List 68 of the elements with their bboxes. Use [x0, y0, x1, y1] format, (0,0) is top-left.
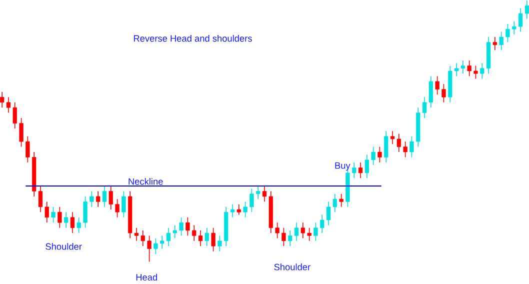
candlestick — [499, 31, 504, 50]
candlestick — [384, 130, 388, 163]
candlestick — [243, 201, 248, 218]
candlestick — [198, 230, 203, 247]
candlestick — [186, 216, 190, 236]
candlestick — [403, 141, 408, 158]
candlestick — [314, 222, 318, 242]
candlestick — [96, 190, 100, 208]
candlestick — [506, 24, 510, 43]
candlestick — [435, 76, 440, 95]
candlestick — [160, 235, 164, 250]
candlestick — [250, 188, 254, 213]
candlestick — [288, 230, 292, 247]
annotation: Buy — [335, 162, 350, 171]
candlestick — [211, 227, 216, 252]
candlestick — [518, 8, 523, 32]
candlestick — [320, 214, 324, 234]
candlestick — [262, 186, 267, 202]
candlestick — [70, 212, 75, 234]
candlestick — [12, 102, 17, 129]
candlestick — [371, 146, 376, 166]
candlestick — [122, 190, 126, 218]
candlestick — [410, 136, 414, 158]
candlestick — [90, 190, 94, 208]
candlestick — [467, 60, 472, 77]
candlestick — [236, 204, 241, 216]
candlestick — [256, 186, 260, 200]
candlestick — [512, 20, 516, 35]
candlestick — [358, 162, 363, 179]
candlestick — [51, 206, 56, 224]
candlestick — [179, 216, 184, 236]
candlestick — [230, 204, 235, 218]
candlestick — [108, 186, 113, 210]
candlestick — [282, 227, 286, 247]
candlestick — [378, 146, 382, 163]
candlestick — [339, 193, 344, 208]
candlestick — [140, 230, 145, 247]
candlestick — [275, 222, 280, 239]
candlestick — [480, 62, 484, 80]
candlestick — [83, 196, 88, 228]
candlestick — [307, 227, 312, 242]
candlestick — [154, 238, 158, 254]
candlestick — [102, 186, 107, 208]
candlestick — [166, 227, 171, 247]
candlestick — [204, 227, 209, 247]
candlestick — [474, 65, 478, 80]
candlestick — [300, 222, 305, 239]
text: Reverse Head and shoulders — [134, 34, 252, 42]
candlestick — [115, 198, 120, 218]
candlestick — [352, 162, 356, 179]
candlestick — [294, 222, 299, 242]
annotation: Shoulder — [46, 243, 82, 250]
text: Shoulder — [274, 264, 310, 270]
candlestick — [58, 206, 62, 228]
text: Head — [136, 274, 158, 281]
candlestick — [192, 224, 196, 242]
candlestick — [218, 235, 222, 252]
candlestick — [442, 84, 446, 103]
candlestick — [64, 212, 68, 228]
candlestick — [19, 118, 24, 148]
candlestick — [172, 224, 177, 239]
ref-line-label: Neckline — [128, 178, 163, 185]
candlestick — [76, 216, 81, 234]
candlestick — [147, 235, 152, 262]
candlestick — [364, 154, 369, 179]
candlestick — [26, 136, 30, 163]
candlestick — [492, 36, 497, 50]
candlestick — [44, 201, 49, 224]
